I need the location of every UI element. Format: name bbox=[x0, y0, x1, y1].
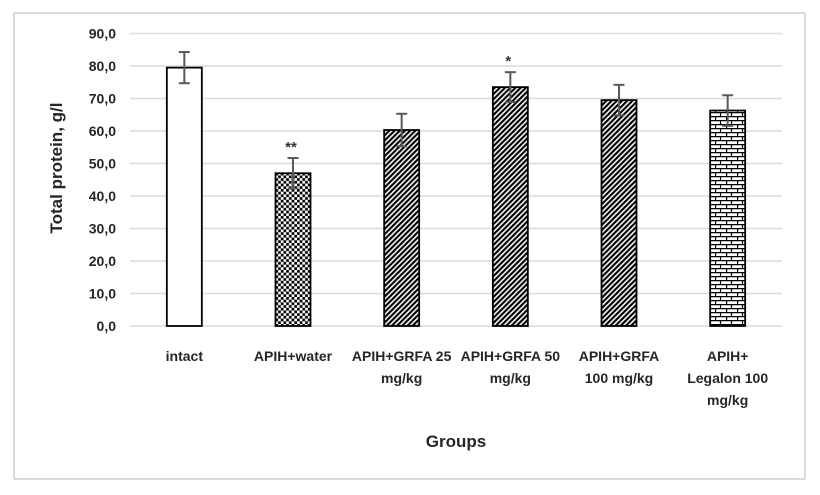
y-tick-label: 80,0 bbox=[89, 58, 116, 74]
category-label: APIH+GRFA 50 mg/kg bbox=[461, 348, 561, 386]
category-label: APIH+ Legalon 100 mg/kg bbox=[687, 348, 768, 408]
y-axis-title: Total protein, g/l bbox=[47, 102, 66, 234]
y-tick-label: 60,0 bbox=[89, 123, 116, 139]
category-label: intact bbox=[166, 348, 204, 364]
bar bbox=[274, 172, 312, 327]
category-label: APIH+GRFA 100 mg/kg bbox=[579, 348, 660, 386]
y-tick-label: 40,0 bbox=[89, 188, 116, 204]
category-label: APIH+GRFA 25 mg/kg bbox=[352, 348, 452, 386]
y-tick-label: 0,0 bbox=[97, 318, 117, 334]
y-tick-label: 10,0 bbox=[89, 286, 116, 302]
significance-marker: * bbox=[505, 53, 511, 70]
bar bbox=[165, 66, 203, 327]
y-tick-label: 30,0 bbox=[89, 221, 116, 237]
significance-marker: ** bbox=[285, 139, 297, 156]
y-tick-label: 50,0 bbox=[89, 156, 116, 172]
bar bbox=[383, 129, 421, 327]
category-label: APIH+water bbox=[254, 348, 333, 364]
bar bbox=[709, 109, 747, 327]
y-tick-label: 70,0 bbox=[89, 91, 116, 107]
y-tick-label: 20,0 bbox=[89, 253, 116, 269]
bar bbox=[600, 99, 638, 327]
x-axis-title: Groups bbox=[425, 432, 487, 451]
y-tick-label: 90,0 bbox=[89, 26, 116, 42]
bar bbox=[491, 86, 529, 327]
